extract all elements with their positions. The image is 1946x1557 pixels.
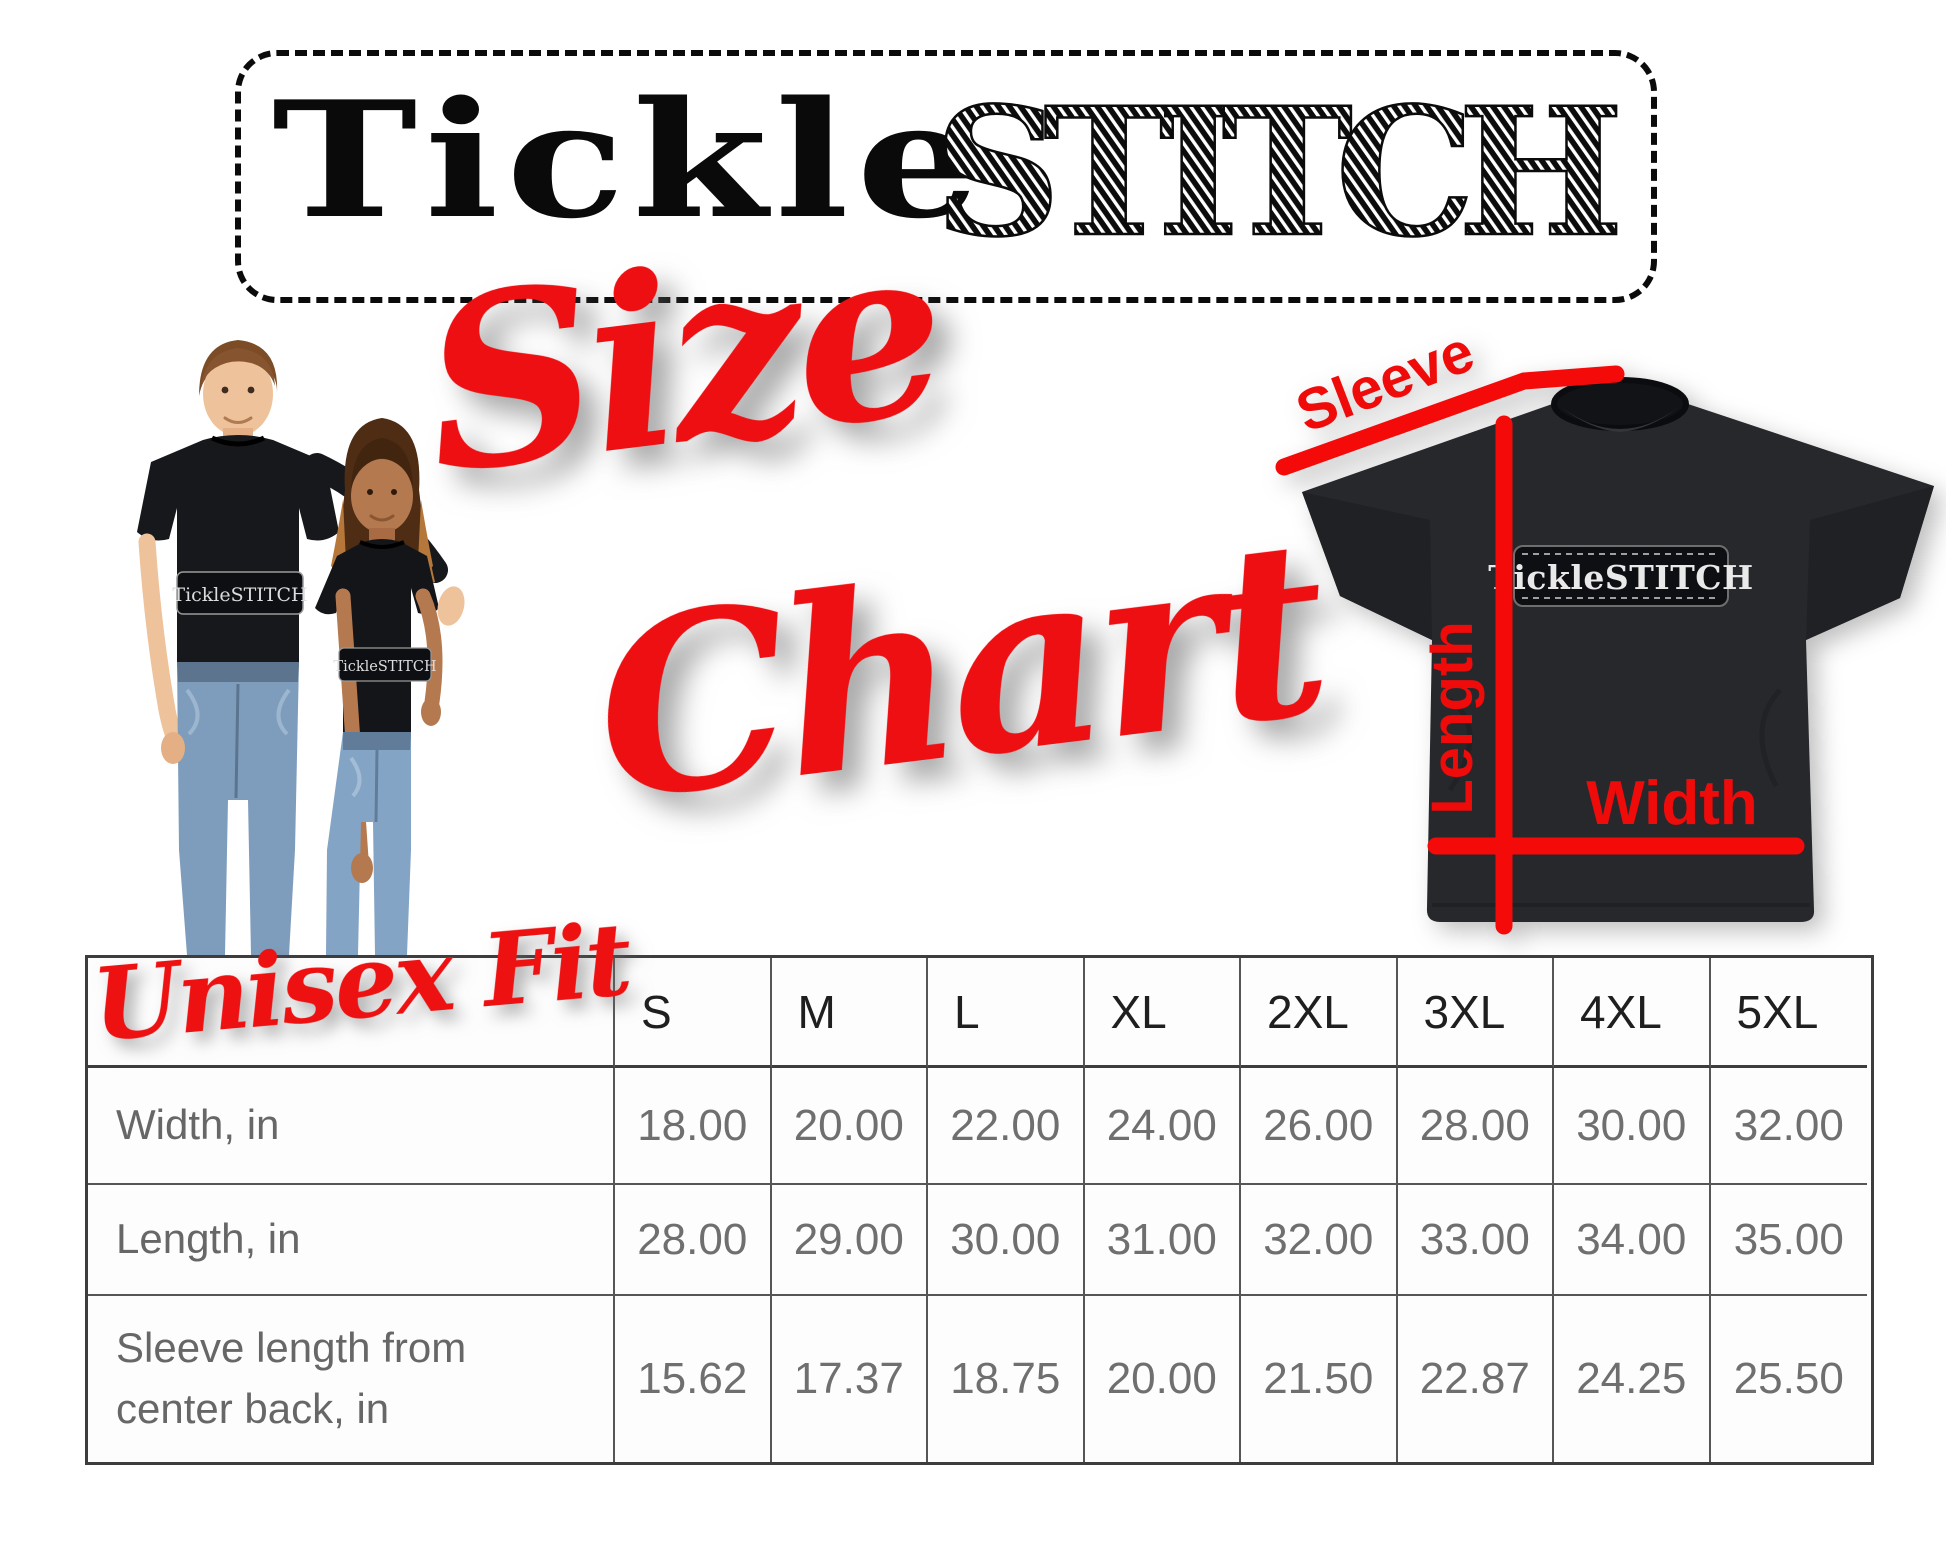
length-4xl: 34.00: [1554, 1185, 1711, 1296]
tshirt-measure-diagram: TickleSTITCH Sleeve Length Width: [1275, 319, 1934, 935]
length-5xl: 35.00: [1710, 1185, 1867, 1296]
width-4xl: 30.00: [1554, 1068, 1711, 1185]
length-l: 30.00: [928, 1185, 1085, 1296]
width-2xl: 26.00: [1241, 1068, 1398, 1185]
measurement-lines: [1275, 365, 1805, 935]
table-corner-cell: [88, 958, 615, 1068]
sleeve-4xl: 24.25: [1554, 1296, 1711, 1462]
row-label-sleeve: Sleeve length from center back, in: [88, 1296, 615, 1462]
sleeve-m: 17.37: [772, 1296, 928, 1462]
col-header-xl: XL: [1084, 958, 1241, 1068]
width-5xl: 32.00: [1710, 1068, 1867, 1185]
sleeve-3xl: 22.87: [1398, 1296, 1554, 1462]
length-s: 28.00: [615, 1185, 772, 1296]
man-hand: [437, 586, 465, 626]
col-header-2xl: 2XL: [1241, 958, 1398, 1068]
man-chest-logo: TickleSTITCH: [172, 584, 307, 606]
width-xl: 24.00: [1084, 1068, 1241, 1185]
brand-name-serif: Tickle: [272, 66, 988, 254]
brand-name-stitch-text: STITCH: [934, 69, 1628, 262]
size-table: S M L XL 2XL 3XL 4XL 5XL Width, in 18.00…: [85, 955, 1874, 1465]
col-header-5xl: 5XL: [1710, 958, 1867, 1068]
models-photo: TickleSTITCH Ti: [137, 340, 465, 955]
length-2xl: 32.00: [1241, 1185, 1398, 1296]
sleeve-line: [1275, 365, 1625, 476]
width-s: 18.00: [615, 1068, 772, 1185]
length-xl: 31.00: [1084, 1185, 1241, 1296]
diagram-chest-logo: TickleSTITCH: [1488, 558, 1753, 597]
row-label-length: Length, in: [88, 1185, 615, 1296]
col-header-m: M: [771, 958, 928, 1068]
width-m: 20.00: [771, 1068, 928, 1185]
brand-logo-box: [235, 50, 1657, 303]
row-label-width: Width, in: [88, 1068, 615, 1185]
col-header-s: S: [615, 958, 772, 1068]
sleeve-2xl: 21.50: [1241, 1296, 1398, 1462]
width-label: Width: [1586, 769, 1758, 838]
width-l: 22.00: [928, 1068, 1085, 1185]
heading-size: Size: [409, 188, 953, 528]
sleeve-xl: 20.00: [1085, 1296, 1241, 1462]
length-3xl: 33.00: [1397, 1185, 1554, 1296]
length-m: 29.00: [771, 1185, 928, 1296]
model-man: TickleSTITCH: [137, 340, 339, 955]
length-label: Length: [1420, 621, 1485, 814]
width-3xl: 28.00: [1397, 1068, 1554, 1185]
tshirt-chest-logo-patch: TickleSTITCH: [1488, 545, 1753, 607]
heading-chart: Chart: [581, 485, 1336, 857]
sleeve-s: 15.62: [615, 1296, 772, 1462]
col-header-3xl: 3XL: [1397, 958, 1554, 1068]
brand-name-stitch: STITCH: [933, 68, 1628, 262]
sleeve-l: 18.75: [928, 1296, 1085, 1462]
col-header-l: L: [928, 958, 1085, 1068]
model-woman: TickleSTITCH: [315, 418, 443, 955]
woman-chest-logo: TickleSTITCH: [333, 659, 436, 675]
sleeve-5xl: 25.50: [1733, 1354, 1844, 1403]
col-header-4xl: 4XL: [1554, 958, 1711, 1068]
tshirt-shape: [1302, 377, 1934, 922]
